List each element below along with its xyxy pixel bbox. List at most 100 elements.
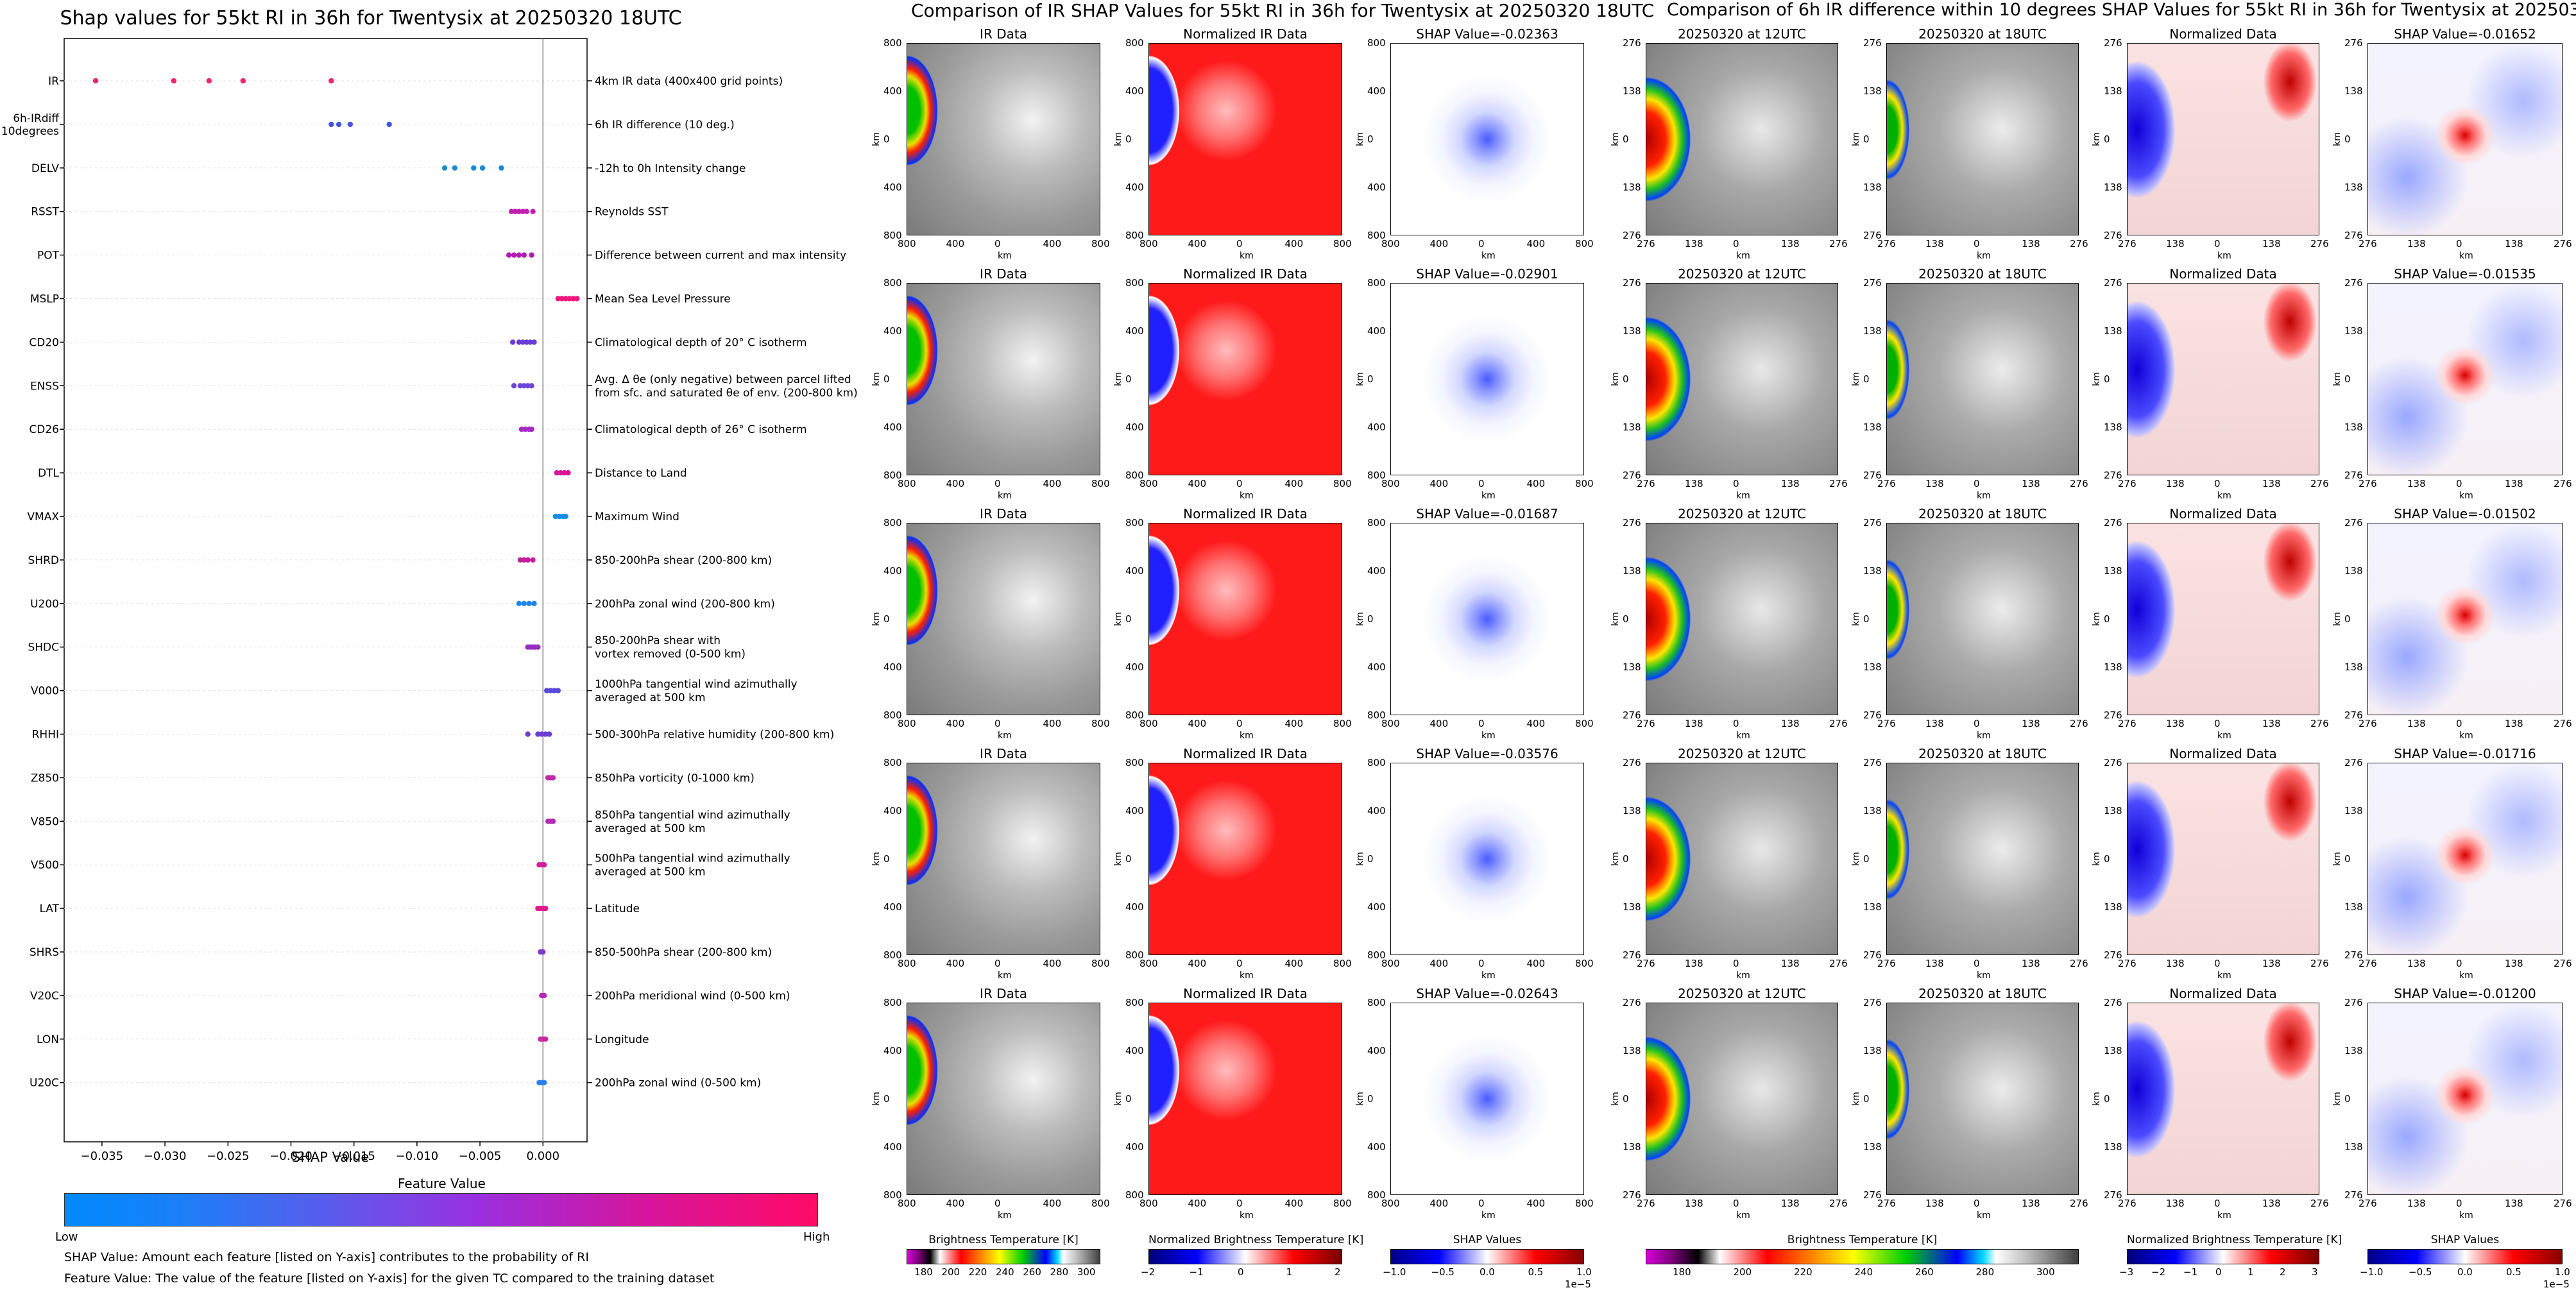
feature-label-vmax: VMAX <box>27 511 59 523</box>
ir-data-panel-0-xtick: 800 <box>1091 238 1110 250</box>
normalized-ir-panel-3-xtick: 800 <box>1139 958 1158 969</box>
ir-12utc-panel-0-ytick: 138 <box>1623 182 1641 193</box>
irdiff-shap-panel-2-xtick: 0 <box>2456 718 2462 729</box>
irdiff-shap-colorbar-tick: 0.5 <box>2506 1266 2521 1278</box>
irdiff-normalized-panel-4-xtick: 0 <box>2214 1198 2221 1209</box>
ir-18utc-panel-2-xlabel: km <box>1977 731 1991 741</box>
ir-shap-panel-1-xlabel: km <box>1481 491 1496 501</box>
shap-point <box>567 296 572 301</box>
ir-data-panel-3-ytick: 0 <box>883 853 890 865</box>
ir-data-panel-3-ytick: 400 <box>883 805 902 817</box>
ir-data-panel-3-ytick: 800 <box>883 949 902 961</box>
ir-12utc-panel-2-xtick: 138 <box>1685 718 1703 729</box>
irdiff-normalized-panel-3-xtick: 0 <box>2214 958 2221 969</box>
normalized-ir-panel-1-xlabel: km <box>1240 491 1254 501</box>
normalized-ir-panel-4 <box>1148 1003 1342 1195</box>
normalized-ir-panel-2-ytick: 400 <box>1125 661 1144 673</box>
shap-point <box>171 78 177 84</box>
irdiff-shap-panel-2-ylabel: km <box>2332 612 2342 626</box>
ir-18utc-panel-2-ytick: 138 <box>1863 661 1882 673</box>
ir-data-panel-3-xlabel: km <box>998 971 1012 981</box>
ir-18utc-panel-0 <box>1886 43 2079 235</box>
ir-18utc-panel-2-xtick: 138 <box>2022 718 2040 729</box>
ir-shap-colorbar-tick: 1.0 <box>1576 1266 1592 1278</box>
shap-point <box>328 78 334 84</box>
irdiff-normalized-panel-4-xtick: 138 <box>2262 1198 2281 1209</box>
ir-18utc-panel-4-xtick: 276 <box>2070 1198 2088 1209</box>
ir-normalized-colorbar-tick: 2 <box>1335 1266 1341 1278</box>
ir-normalized-colorbar-tick: 1 <box>1286 1266 1293 1278</box>
ir-12utc-panel-4-ytick: 138 <box>1623 1045 1641 1057</box>
irdiff-shap-panel-4 <box>2367 1003 2563 1195</box>
irdiff-shap-panel-1-xtick: 138 <box>2505 478 2523 489</box>
ir-data-panel-1-xtick: 400 <box>946 478 965 489</box>
ir-18utc-panel-1 <box>1886 283 2079 475</box>
ir-data-panel-0-ytick: 800 <box>883 37 902 49</box>
ir-shap-panel-3-xtick: 400 <box>1526 958 1546 969</box>
ir-12utc-panel-0-title: 20250320 at 12UTC <box>1678 26 1806 42</box>
feature-desc-3: Reynolds SST <box>595 206 669 219</box>
ir-18utc-panel-3-xtick: 138 <box>1925 958 1944 969</box>
irdiff-normalized-panel-4-ytick: 276 <box>2104 1189 2122 1201</box>
irdiff-brightness-colorbar-label: Brightness Temperature [K] <box>1787 1234 1938 1246</box>
irdiff-normalized-colorbar-tick: 2 <box>2280 1266 2286 1278</box>
shap-point <box>542 992 547 999</box>
ir-18utc-panel-4-xtick: 138 <box>1925 1198 1944 1209</box>
ir-shap-panel-0-ytick: 0 <box>1367 133 1374 145</box>
ir-12utc-panel-3-xtick: 138 <box>1781 958 1800 969</box>
normalized-ir-panel-1-ytick: 400 <box>1125 421 1144 433</box>
normalized-ir-panel-3-xtick: 800 <box>1333 958 1352 969</box>
ir-18utc-panel-3-xtick: 276 <box>1877 958 1896 969</box>
irdiff-shap-panel-4-ytick: 0 <box>2344 1093 2351 1105</box>
feature-desc-7: Avg. Δ θe (only negative) between parcel… <box>595 373 858 400</box>
ir-12utc-panel-4-ytick: 276 <box>1623 997 1641 1008</box>
feature-desc-16: 850hPa vorticity (0-1000 km) <box>595 772 755 785</box>
normalized-ir-panel-2-ytick: 800 <box>1125 709 1144 721</box>
irdiff-normalized-panel-4-ytick: 138 <box>2104 1045 2122 1057</box>
ir-data-panel-1-xtick: 0 <box>994 478 1001 489</box>
x-tick-label: −0.025 <box>207 1150 250 1163</box>
ir-12utc-panel-2-xtick: 0 <box>1733 718 1739 729</box>
irdiff-normalized-panel-2-ytick: 276 <box>2104 709 2122 721</box>
irdiff-normalized-panel-1-xlabel: km <box>2217 491 2231 501</box>
irdiff-normalized-panel-2-xtick: 138 <box>2166 718 2185 729</box>
ir-12utc-panel-4-ytick: 138 <box>1623 1141 1641 1153</box>
shap-point <box>516 339 522 345</box>
shap-point <box>530 208 536 214</box>
ir-shap-panel-0-xtick: 400 <box>1526 238 1546 250</box>
ir-18utc-panel-0-xtick: 276 <box>1877 238 1896 250</box>
shap-point <box>206 78 212 84</box>
ir-18utc-panel-0-xtick: 0 <box>1974 238 1980 250</box>
irdiff-shap-panel-1-xtick: 276 <box>2554 478 2572 489</box>
x-tick-label: 0.000 <box>526 1150 559 1163</box>
irdiff-normalized-panel-4-ylabel: km <box>2091 1092 2102 1106</box>
shap-point <box>543 688 550 693</box>
irdiff-shap-colorbar-tick: 0.0 <box>2457 1266 2473 1278</box>
irdiff-normalized-panel-4-title: Normalized Data <box>2169 986 2277 1001</box>
normalized-ir-panel-2-ytick: 0 <box>1125 613 1132 625</box>
ir-18utc-panel-3-ytick: 138 <box>1863 901 1882 913</box>
irdiff-normalized-panel-1 <box>2127 283 2319 475</box>
irdiff-normalized-panel-3-xtick: 276 <box>2118 958 2137 969</box>
shap-point <box>539 731 545 737</box>
ir-data-panel-0 <box>907 43 1100 235</box>
ir-12utc-panel-0-xtick: 138 <box>1685 238 1703 250</box>
irdiff-brightness-colorbar <box>1646 1249 2079 1264</box>
ir-18utc-panel-3-xtick: 0 <box>1974 958 1980 969</box>
ir-18utc-panel-4-ylabel: km <box>1850 1092 1861 1106</box>
irdiff-shap-panel-3-ytick: 276 <box>2344 949 2363 961</box>
normalized-ir-panel-4-ytick: 800 <box>1125 1189 1144 1201</box>
irdiff-normalized-panel-0-xtick: 0 <box>2214 238 2221 250</box>
ir-brightness-colorbar-tick: 300 <box>1077 1266 1096 1278</box>
ir-data-panel-1-xlabel: km <box>998 491 1012 501</box>
irdiff-normalized-panel-1-title: Normalized Data <box>2169 266 2277 282</box>
feature-value-note: Feature Value: The value of the feature … <box>64 1271 715 1286</box>
normalized-ir-panel-1 <box>1148 283 1342 475</box>
shap-point <box>517 557 524 563</box>
ir-shap-panel-1-xtick: 400 <box>1526 478 1546 489</box>
ir-data-panel-1-title: IR Data <box>980 266 1027 282</box>
ir-normalized-colorbar-tick: −1 <box>1189 1266 1204 1278</box>
normalized-ir-panel-4-xtick: 400 <box>1188 1198 1207 1209</box>
irdiff-normalized-colorbar-tick: 3 <box>2312 1266 2318 1278</box>
shap-point <box>526 600 532 606</box>
